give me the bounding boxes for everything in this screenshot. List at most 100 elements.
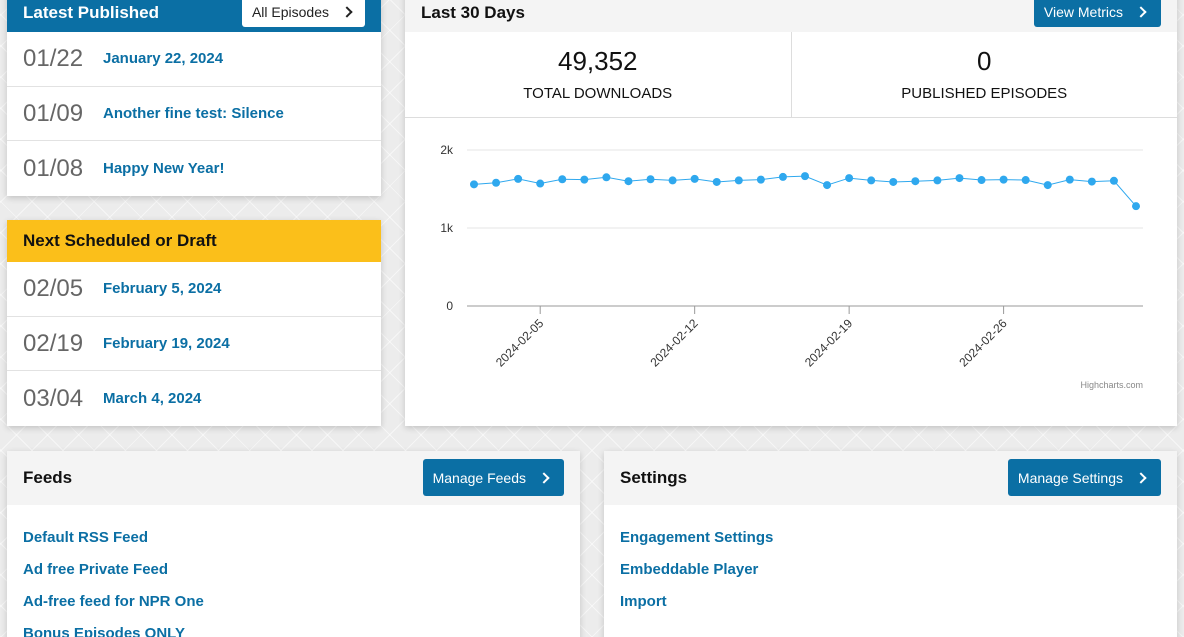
episode-date: 02/19 — [23, 329, 84, 357]
data-point — [558, 175, 567, 184]
latest-published-header: Latest Published All Episodes — [7, 0, 381, 32]
latest-published-card: Latest Published All Episodes 01/22 Janu… — [7, 0, 381, 196]
data-point — [646, 175, 655, 184]
total-downloads-stat: 49,352 TOTAL DOWNLOADS — [405, 32, 791, 117]
metrics-stats: 49,352 TOTAL DOWNLOADS 0 PUBLISHED EPISO… — [405, 32, 1177, 118]
data-point — [1132, 202, 1140, 211]
x-tick-label: 2024-02-12 — [647, 316, 701, 370]
chevron-right-icon — [1135, 471, 1147, 484]
episode-title-link[interactable]: March 4, 2024 — [103, 390, 202, 408]
feeds-card: Feeds Manage Feeds Default RSS Feed Ad f… — [7, 451, 580, 637]
chevron-right-icon — [341, 6, 353, 18]
all-episodes-label: All Episodes — [251, 4, 329, 20]
next-scheduled-title: Next Scheduled or Draft — [7, 220, 381, 262]
downloads-chart: 0 1k 2k 2024-02-05 2024-02-12 2024-02-19 2024-… — [440, 143, 1143, 390]
data-point — [845, 174, 854, 183]
episode-date: 01/22 — [23, 44, 84, 72]
data-point — [1021, 176, 1030, 185]
next-scheduled-card: Next Scheduled or Draft 02/05 February 5… — [7, 220, 381, 426]
view-metrics-button[interactable]: View Metrics — [1033, 0, 1161, 27]
y-tick-label: 0 — [446, 299, 453, 313]
settings-links: Engagement Settings Embeddable Player Im… — [604, 505, 1177, 625]
data-point — [1043, 181, 1052, 190]
data-point — [624, 177, 633, 186]
data-point — [492, 178, 501, 187]
episode-date: 01/08 — [23, 154, 84, 182]
view-metrics-label: View Metrics — [1043, 4, 1123, 20]
published-episodes-label: PUBLISHED EPISODES — [901, 85, 1068, 102]
data-point — [1087, 177, 1096, 186]
chevron-right-icon — [1135, 6, 1147, 18]
settings-link-embeddable-player[interactable]: Embeddable Player — [620, 561, 759, 578]
metrics-card: Last 30 Days View Metrics 49,352 TOTAL D… — [405, 0, 1177, 426]
data-point — [889, 177, 898, 186]
manage-settings-label: Manage Settings — [1017, 469, 1123, 486]
data-point — [867, 176, 876, 185]
feed-link-bonus[interactable]: Bonus Episodes ONLY — [23, 625, 185, 637]
data-point — [911, 177, 920, 186]
episode-row[interactable]: 02/19 February 19, 2024 — [7, 317, 381, 372]
episode-title-link[interactable]: January 22, 2024 — [103, 50, 224, 68]
manage-settings-button[interactable]: Manage Settings — [1007, 459, 1161, 496]
x-tick-label: 2024-02-26 — [956, 316, 1010, 370]
feed-link-ad-free-private[interactable]: Ad free Private Feed — [23, 561, 169, 578]
data-point — [933, 176, 942, 185]
manage-feeds-button[interactable]: Manage Feeds — [422, 459, 564, 496]
settings-link-import[interactable]: Import — [620, 593, 667, 610]
data-point — [690, 174, 699, 183]
data-point — [734, 176, 743, 185]
data-point — [977, 176, 986, 185]
y-tick-label: 2k — [440, 143, 454, 157]
episode-title-link[interactable]: February 5, 2024 — [103, 280, 222, 298]
episode-row[interactable]: 03/04 March 4, 2024 — [7, 371, 381, 426]
manage-feeds-label: Manage Feeds — [432, 469, 526, 486]
data-point — [536, 179, 545, 188]
episode-row[interactable]: 01/08 Happy New Year! — [7, 141, 381, 196]
episode-date: 03/04 — [23, 384, 84, 412]
published-episodes-value: 0 — [977, 46, 992, 76]
episode-date: 01/09 — [23, 99, 84, 127]
all-episodes-button[interactable]: All Episodes — [241, 0, 365, 27]
metrics-title: Last 30 Days — [421, 3, 525, 22]
data-point — [1065, 175, 1074, 184]
feeds-header: Feeds Manage Feeds — [7, 451, 580, 505]
episode-date: 02/05 — [23, 274, 84, 302]
data-point — [756, 175, 765, 184]
published-episodes-stat: 0 PUBLISHED EPISODES — [790, 32, 1178, 117]
settings-header: Settings Manage Settings — [604, 451, 1177, 505]
episode-title-link[interactable]: Happy New Year! — [103, 160, 225, 178]
episode-row[interactable]: 01/09 Another fine test: Silence — [7, 87, 381, 142]
chevron-right-icon — [538, 471, 550, 484]
episode-title-link[interactable]: Another fine test: Silence — [103, 105, 284, 123]
x-tick-label: 2024-02-05 — [493, 316, 547, 370]
metrics-header: Last 30 Days View Metrics — [405, 0, 1177, 32]
data-point — [602, 173, 611, 182]
data-point — [514, 174, 523, 183]
episode-row[interactable]: 01/22 January 22, 2024 — [7, 32, 381, 87]
data-point — [999, 175, 1008, 184]
feed-link-npr-one[interactable]: Ad-free feed for NPR One — [23, 593, 204, 610]
total-downloads-value: 49,352 — [557, 46, 638, 76]
total-downloads-label: TOTAL DOWNLOADS — [523, 85, 673, 102]
episode-row[interactable]: 02/05 February 5, 2024 — [7, 262, 381, 317]
episode-title-link[interactable]: February 19, 2024 — [103, 335, 230, 353]
data-point — [712, 177, 721, 186]
latest-published-title: Latest Published — [23, 3, 160, 22]
feeds-links: Default RSS Feed Ad free Private Feed Ad… — [7, 505, 580, 637]
data-point — [470, 180, 478, 189]
data-point — [1109, 176, 1118, 185]
series-line — [473, 175, 1137, 207]
feed-link-default-rss[interactable]: Default RSS Feed — [23, 529, 149, 546]
data-point — [580, 175, 589, 184]
settings-card: Settings Manage Settings Engagement Sett… — [604, 451, 1177, 637]
feeds-title: Feeds — [23, 468, 73, 487]
data-point — [955, 174, 964, 183]
data-point — [778, 172, 787, 181]
y-tick-label: 1k — [440, 221, 454, 235]
chart-credits: Highcharts.com — [1080, 380, 1143, 390]
data-point — [801, 172, 809, 181]
x-tick-label: 2024-02-19 — [802, 316, 856, 370]
data-point — [823, 181, 832, 190]
settings-title: Settings — [620, 468, 688, 487]
settings-link-engagement[interactable]: Engagement Settings — [620, 529, 774, 546]
